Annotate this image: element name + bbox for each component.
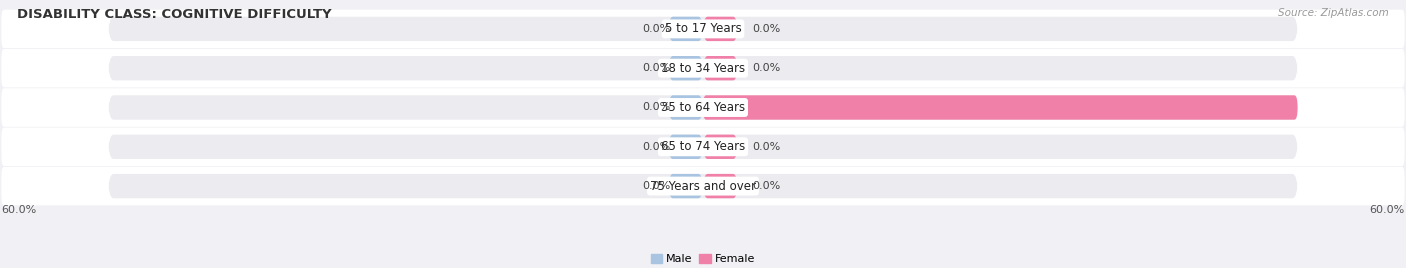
FancyBboxPatch shape [1,10,1405,48]
FancyBboxPatch shape [108,56,1298,80]
FancyBboxPatch shape [668,174,703,198]
FancyBboxPatch shape [108,95,1298,120]
Text: 0.0%: 0.0% [752,181,780,191]
Text: DISABILITY CLASS: COGNITIVE DIFFICULTY: DISABILITY CLASS: COGNITIVE DIFFICULTY [17,8,332,21]
FancyBboxPatch shape [1,88,1405,127]
Text: Source: ZipAtlas.com: Source: ZipAtlas.com [1278,8,1389,18]
FancyBboxPatch shape [668,135,703,159]
Text: 35 to 64 Years: 35 to 64 Years [661,101,745,114]
Text: 60.0%: 60.0% [1306,102,1346,113]
Text: 0.0%: 0.0% [643,24,671,34]
Text: 65 to 74 Years: 65 to 74 Years [661,140,745,153]
Text: 18 to 34 Years: 18 to 34 Years [661,62,745,75]
Text: 0.0%: 0.0% [752,63,780,73]
Text: 75 Years and over: 75 Years and over [650,180,756,193]
FancyBboxPatch shape [703,17,738,41]
Text: 0.0%: 0.0% [643,181,671,191]
Text: 0.0%: 0.0% [643,102,671,113]
Text: 5 to 17 Years: 5 to 17 Years [665,23,741,35]
FancyBboxPatch shape [668,95,703,120]
FancyBboxPatch shape [108,17,1298,41]
FancyBboxPatch shape [668,56,703,80]
FancyBboxPatch shape [703,174,738,198]
FancyBboxPatch shape [108,174,1298,198]
FancyBboxPatch shape [1,49,1405,87]
Text: 0.0%: 0.0% [643,63,671,73]
FancyBboxPatch shape [703,56,738,80]
FancyBboxPatch shape [1,167,1405,205]
Text: 60.0%: 60.0% [1,206,37,215]
FancyBboxPatch shape [703,95,1298,120]
FancyBboxPatch shape [108,135,1298,159]
FancyBboxPatch shape [1,128,1405,166]
FancyBboxPatch shape [703,135,738,159]
Legend: Male, Female: Male, Female [647,249,759,268]
Text: 0.0%: 0.0% [752,142,780,152]
Text: 0.0%: 0.0% [752,24,780,34]
Text: 60.0%: 60.0% [1369,206,1405,215]
FancyBboxPatch shape [668,17,703,41]
Text: 0.0%: 0.0% [643,142,671,152]
